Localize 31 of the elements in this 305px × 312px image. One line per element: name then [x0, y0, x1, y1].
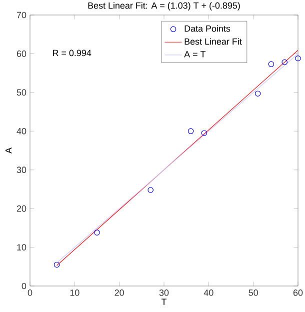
x-tick-label: 40 — [204, 290, 214, 296]
point — [188, 128, 194, 134]
point — [201, 130, 208, 136]
y-tick-label: 40 — [16, 128, 26, 134]
x-tick-label: 60 — [293, 290, 303, 296]
annotation: R = 0.994 — [53, 50, 92, 56]
x-tick-label: 30 — [159, 290, 169, 296]
point — [282, 59, 288, 66]
y-tick-label: 10 — [17, 244, 26, 250]
y-tick-label: 50 — [16, 89, 26, 96]
x-tick-label: 0 — [28, 290, 32, 296]
y-tick-label: 30 — [16, 166, 26, 174]
legend-label: Data Points — [184, 25, 230, 32]
x-tick-label: 10 — [70, 290, 80, 296]
y-tick-label: 60 — [16, 50, 26, 57]
y-tick-label: 0 — [22, 282, 26, 290]
legend-label: Best Linear Fit — [184, 38, 242, 45]
chart-title: Best Linear Fit: A = (1.03) T + (-0.895) — [88, 2, 240, 10]
point — [268, 61, 274, 68]
point — [94, 230, 100, 236]
x-axis-title: T — [161, 298, 167, 305]
y-tick-label: 20 — [16, 205, 26, 212]
point — [148, 187, 154, 193]
y-tick-label: 70 — [16, 12, 26, 18]
point — [295, 55, 301, 62]
point — [54, 262, 60, 268]
point — [254, 90, 261, 96]
x-tick-label: 50 — [248, 290, 258, 296]
legend-label: A = T — [184, 51, 206, 58]
x-tick-label: 20 — [114, 290, 124, 296]
y-axis-title: A — [5, 148, 12, 154]
